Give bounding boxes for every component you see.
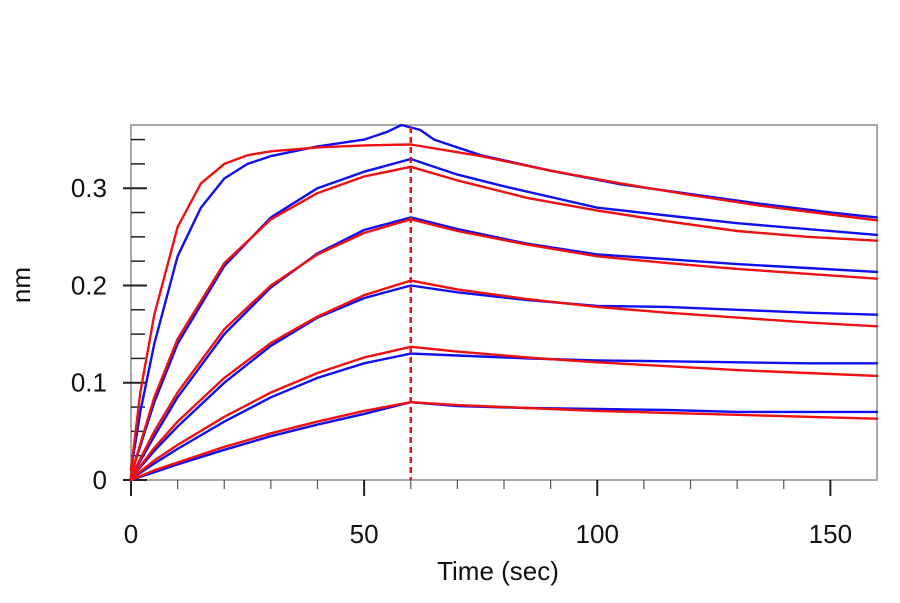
x-tick-label: 150 [809, 519, 852, 549]
x-tick-label: 100 [576, 519, 619, 549]
y-minor-ticks [131, 138, 145, 457]
x-tick-label: 0 [124, 519, 138, 549]
x-axis-title: Time (sec) [437, 556, 559, 586]
fit-curve-1 [129, 143, 879, 472]
fit-curve-3 [129, 165, 879, 477]
fit-curve-9 [129, 345, 879, 481]
x-tick-label: 50 [350, 519, 379, 549]
y-axis-title: nm [6, 267, 36, 303]
y-tick-label: 0.2 [71, 270, 107, 300]
y-tick-label: 0 [93, 465, 107, 495]
y-axis-ticks: 0 0.1 0.2 0.3 [71, 173, 147, 495]
measured-curve-8 [129, 352, 879, 481]
x-axis-ticks: 0 50 100 150 [124, 480, 852, 549]
x-minor-ticks [177, 480, 785, 489]
plot-frame [130, 124, 878, 481]
measured-curve-2 [129, 157, 879, 477]
y-tick-label: 0.1 [71, 368, 107, 398]
measured-curve-6 [129, 284, 879, 480]
y-tick-label: 0.3 [71, 173, 107, 203]
